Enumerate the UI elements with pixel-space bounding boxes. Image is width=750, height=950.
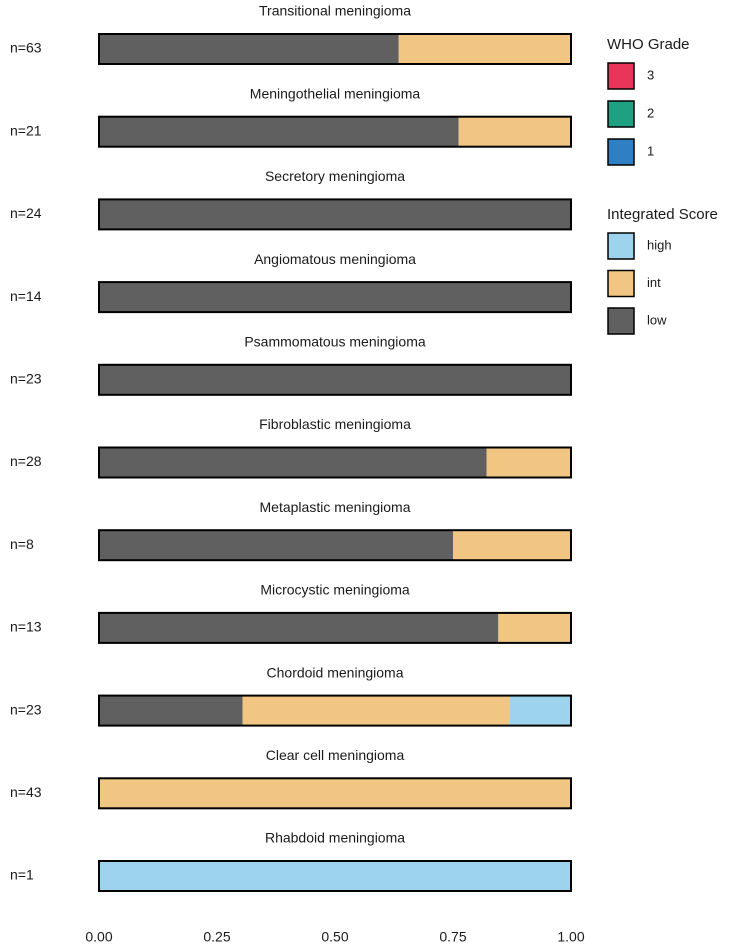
facet-title: Metaplastic meningioma	[260, 499, 411, 515]
bar-segment	[99, 530, 453, 561]
bar-outline	[98, 777, 572, 810]
bar-segment	[99, 282, 571, 313]
sample-label: n=28	[10, 453, 42, 469]
legend-swatch	[607, 307, 635, 335]
bar-outline	[98, 33, 572, 65]
bar-outline	[98, 694, 572, 727]
facet-title: Rhabdoid meningioma	[265, 830, 405, 846]
legend-title: Integrated Score	[607, 206, 718, 223]
bar-segment	[486, 447, 571, 478]
sample-label: n=23	[10, 371, 42, 387]
bar-segment	[398, 34, 571, 64]
sample-label: n=13	[10, 619, 42, 635]
legend-label: int	[647, 275, 661, 290]
bar-outline	[98, 198, 572, 231]
bar-outline	[98, 115, 572, 148]
bar-segment	[458, 116, 571, 147]
x-tick-label: 0.75	[439, 929, 466, 945]
legend-label: 1	[647, 143, 654, 158]
bar-segment	[99, 612, 499, 643]
facet-title: Secretory meningioma	[265, 168, 405, 184]
x-tick-label: 0.25	[203, 929, 230, 945]
facet-title: Transitional meningioma	[259, 3, 411, 19]
sample-label: n=43	[10, 784, 42, 800]
legend-label: low	[647, 312, 667, 327]
bar-segment	[99, 778, 571, 809]
bar-outline	[98, 611, 572, 644]
legend-swatch	[607, 269, 635, 298]
bar-outline	[98, 860, 572, 892]
legend-label: 3	[647, 67, 654, 82]
bar-segment	[99, 695, 243, 726]
facet-title: Clear cell meningioma	[266, 747, 405, 763]
bar-segment	[99, 116, 459, 147]
bar-outline	[98, 363, 572, 396]
facet-title: Angiomatous meningioma	[254, 251, 416, 267]
sample-label: n=23	[10, 701, 42, 717]
sample-label: n=14	[10, 288, 42, 304]
legend-title: WHO Grade	[607, 36, 690, 53]
bar-outline	[98, 446, 572, 479]
sample-label: n=8	[10, 536, 34, 552]
legend-label: 2	[647, 105, 654, 120]
x-tick-label: 0.50	[321, 929, 348, 945]
bar-outline	[98, 529, 572, 562]
x-tick-label: 0.00	[85, 929, 112, 945]
bar-segment	[498, 612, 571, 643]
bar-segment	[99, 447, 487, 478]
x-tick-label: 1.00	[557, 929, 584, 945]
sample-label: n=21	[10, 122, 42, 138]
bar-segment	[99, 861, 571, 891]
facet-title: Meningothelial meningioma	[250, 85, 421, 101]
legend-label: high	[647, 237, 672, 252]
sample-label: n=63	[10, 40, 42, 56]
facet-title: Psammomatous meningioma	[244, 334, 426, 350]
legend-swatch	[607, 138, 635, 166]
bar-segment	[99, 364, 571, 395]
sample-label: n=1	[10, 867, 34, 883]
bar-segment	[509, 695, 571, 726]
facet-title: Fibroblastic meningioma	[259, 416, 411, 432]
legend-swatch	[607, 62, 635, 90]
bar-segment	[242, 695, 510, 726]
legend-swatch	[607, 232, 635, 260]
legend-swatch	[607, 100, 635, 128]
facet-title: Microcystic meningioma	[260, 582, 410, 598]
facet-title: Chordoid meningioma	[267, 664, 404, 680]
bar-segment	[99, 34, 399, 64]
bar-segment	[453, 530, 571, 561]
bar-segment	[99, 199, 571, 230]
sample-label: n=24	[10, 205, 42, 221]
bar-outline	[98, 281, 572, 314]
